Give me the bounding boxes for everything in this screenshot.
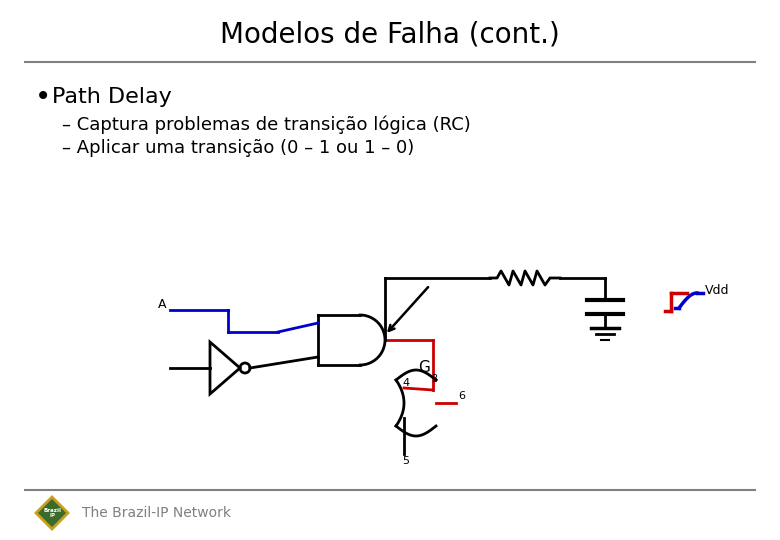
Text: The Brazil-IP Network: The Brazil-IP Network	[82, 506, 231, 520]
Text: 6: 6	[458, 391, 465, 401]
Text: – Captura problemas de transição lógica (RC): – Captura problemas de transição lógica …	[62, 116, 471, 134]
Text: 4: 4	[402, 378, 410, 388]
Text: Vdd: Vdd	[705, 285, 729, 298]
Polygon shape	[36, 497, 68, 529]
Text: 5: 5	[402, 456, 409, 466]
Text: 3: 3	[431, 374, 437, 384]
Text: G: G	[418, 361, 430, 375]
Text: – Aplicar uma transição (0 – 1 ou 1 – 0): – Aplicar uma transição (0 – 1 ou 1 – 0)	[62, 139, 414, 157]
Text: Path Delay: Path Delay	[52, 87, 172, 107]
Text: Brazil
IP: Brazil IP	[43, 508, 61, 518]
Text: Modelos de Falha (cont.): Modelos de Falha (cont.)	[220, 21, 560, 49]
Text: •: •	[35, 83, 51, 111]
Text: A: A	[158, 299, 166, 312]
